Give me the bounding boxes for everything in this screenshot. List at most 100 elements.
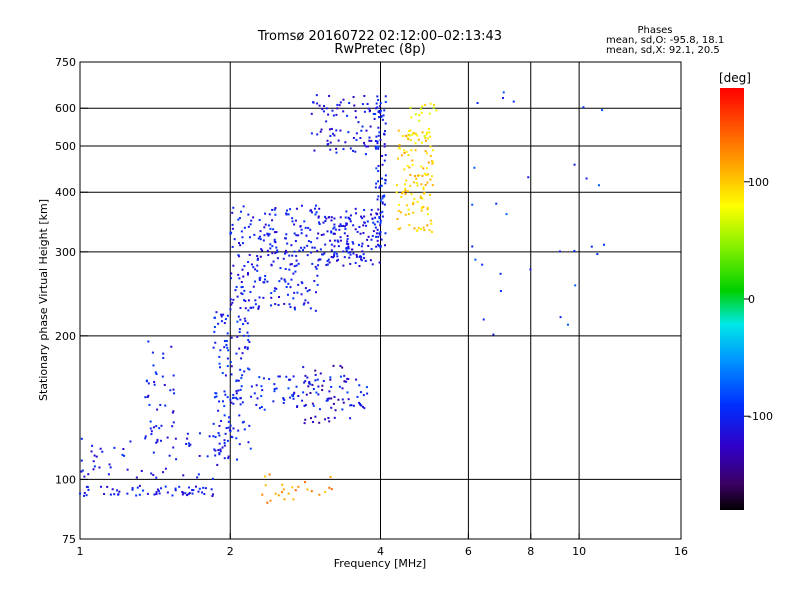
data-point [421,131,424,134]
data-point [255,384,258,387]
data-point [235,437,238,440]
data-point [122,447,125,450]
data-point [159,403,162,406]
data-point [378,105,381,108]
data-point [343,256,346,259]
data-point [260,248,263,251]
data-point [237,273,240,276]
data-point [383,145,386,148]
data-point [147,340,150,343]
data-point [374,226,377,229]
data-point [333,232,336,235]
data-point [79,492,82,495]
data-point [406,164,409,167]
data-point [330,488,333,491]
y-tick-label-2: 200 [55,330,76,343]
data-point [355,132,358,135]
data-point [258,376,261,379]
data-point [282,401,285,404]
data-point [414,113,417,116]
data-point [559,316,562,319]
data-point [307,240,310,243]
data-point [358,265,361,268]
data-point [377,244,380,247]
y-tick-label-1: 100 [55,473,76,486]
data-point [229,232,232,235]
data-point [230,277,233,280]
data-point [182,491,185,494]
data-point [328,397,331,400]
data-point [146,396,149,399]
data-point [254,303,257,306]
data-point [138,484,141,487]
x-tick-label-1: 2 [227,545,234,558]
data-point [241,401,244,404]
data-point [246,331,249,334]
data-point [309,391,312,394]
data-point [151,351,154,354]
data-point [418,119,421,122]
data-point [103,492,106,495]
data-point [152,474,155,477]
data-point [405,179,408,182]
data-point [225,427,228,430]
data-point [424,103,427,106]
data-point [271,219,274,222]
data-point [166,491,169,494]
data-point [240,292,243,295]
data-point [153,493,156,496]
data-point [362,394,365,397]
data-point [429,145,432,148]
data-point [397,157,399,160]
data-point [367,107,370,110]
data-point [383,195,386,198]
data-point [348,102,351,105]
data-point [290,278,293,281]
data-point [218,434,221,437]
data-point [276,251,279,254]
data-point [314,291,317,294]
data-point [223,390,226,393]
data-point [499,272,502,275]
data-point [381,118,384,121]
data-point [343,225,346,228]
data-point [260,385,263,388]
data-point [212,346,215,349]
y-axis-label: Stationary phase Virtual Height [km] [37,199,50,401]
data-point [131,488,134,491]
data-point [254,268,257,271]
data-point [425,133,428,136]
data-point [409,129,412,132]
data-point [326,397,329,400]
data-point [380,238,383,241]
plot-area: 1 2 4 6 8 10 16 75 100 200 300 400 500 600 750 [55,56,688,558]
data-point [262,239,265,242]
data-point [339,236,342,239]
data-point [322,253,325,256]
data-point [333,217,336,220]
data-point [306,254,309,257]
data-point [240,385,243,388]
data-point [342,224,345,227]
data-point [324,220,327,223]
data-point [247,339,250,342]
data-point [356,395,359,398]
data-point [420,228,423,231]
data-point [376,198,379,201]
data-point [404,134,407,137]
data-point [326,260,329,263]
data-point [274,241,277,244]
data-point [339,216,342,219]
data-point [231,245,234,248]
data-point [293,265,296,268]
data-point [412,211,415,214]
data-point [250,263,253,266]
data-point [365,386,368,389]
data-point [347,398,350,401]
data-point [326,263,329,266]
data-point [471,245,474,248]
data-point [317,215,320,218]
data-point [381,177,384,180]
data-point [275,387,278,390]
